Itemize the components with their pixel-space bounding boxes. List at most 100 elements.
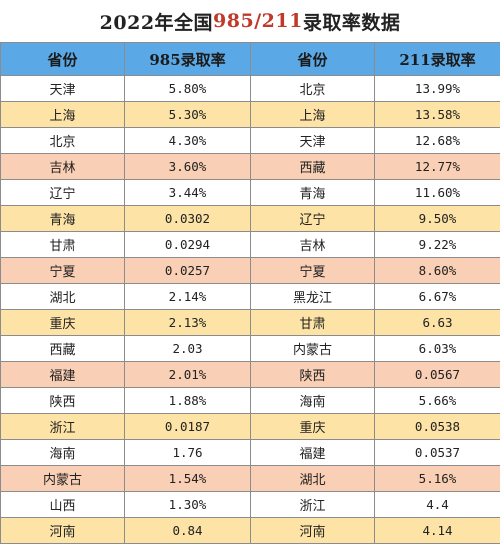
rate-985-cell: 4.30% [124, 127, 251, 154]
rate-211-cell: 0.0538 [374, 413, 500, 440]
table-row: 上海 5.30% 上海 13.58% [0, 101, 500, 128]
rate-985-cell: 1.88% [124, 387, 251, 414]
rate-985-cell: 0.0302 [124, 205, 251, 232]
province-211-cell: 青海 [250, 179, 375, 206]
province-211-cell: 湖北 [250, 465, 375, 492]
rate-211-cell: 12.77% [374, 153, 500, 180]
province-211-cell: 辽宁 [250, 205, 375, 232]
table-row: 吉林 3.60% 西藏 12.77% [0, 153, 500, 180]
province-985-cell: 重庆 [0, 309, 125, 336]
rate-985-cell: 2.03 [124, 335, 251, 362]
rate-211-cell: 4.4 [374, 491, 500, 518]
table-row: 海南 1.76 福建 0.0537 [0, 439, 500, 466]
admission-rate-table: 省份 985录取率 省份 211录取率 天津 5.80% 北京 13.99% 上海 5.3… [0, 42, 500, 544]
header-province-985: 省份 [0, 42, 125, 76]
table-row: 重庆 2.13% 甘肃 6.63 [0, 309, 500, 336]
rate-211-cell: 9.50% [374, 205, 500, 232]
table-row: 甘肃 0.0294 吉林 9.22% [0, 231, 500, 258]
province-211-cell: 内蒙古 [250, 335, 375, 362]
province-985-cell: 浙江 [0, 413, 125, 440]
table-row: 内蒙古 1.54% 湖北 5.16% [0, 465, 500, 492]
rate-211-cell: 5.66% [374, 387, 500, 414]
title-suffix: 录取率数据 [302, 11, 401, 34]
rate-985-cell: 5.80% [124, 75, 251, 102]
table-row: 陕西 1.88% 海南 5.66% [0, 387, 500, 414]
province-985-cell: 辽宁 [0, 179, 125, 206]
page-title: 2022年全国 985/211 录取率数据 [0, 0, 500, 42]
rate-985-cell: 5.30% [124, 101, 251, 128]
province-985-cell: 青海 [0, 205, 125, 232]
rate-985-cell: 0.84 [124, 517, 251, 544]
province-985-cell: 天津 [0, 75, 125, 102]
rate-211-cell: 4.14 [374, 517, 500, 544]
province-985-cell: 宁夏 [0, 257, 125, 284]
province-985-cell: 内蒙古 [0, 465, 125, 492]
table-row: 福建 2.01% 陕西 0.0567 [0, 361, 500, 388]
table-row: 山西 1.30% 浙江 4.4 [0, 491, 500, 518]
rate-211-cell: 13.58% [374, 101, 500, 128]
province-985-cell: 福建 [0, 361, 125, 388]
rate-985-cell: 1.30% [124, 491, 251, 518]
rate-985-cell: 3.60% [124, 153, 251, 180]
province-211-cell: 北京 [250, 75, 375, 102]
rate-985-cell: 0.0294 [124, 231, 251, 258]
table-row: 西藏 2.03 内蒙古 6.03% [0, 335, 500, 362]
province-985-cell: 湖北 [0, 283, 125, 310]
title-prefix: 2022年全国 [99, 11, 214, 34]
rate-211-cell: 0.0537 [374, 439, 500, 466]
rate-985-cell: 1.76 [124, 439, 251, 466]
province-211-cell: 陕西 [250, 361, 375, 388]
province-211-cell: 重庆 [250, 413, 375, 440]
rate-211-cell: 6.03% [374, 335, 500, 362]
province-211-cell: 天津 [250, 127, 375, 154]
header-211-rate: 211录取率 [374, 42, 500, 76]
rate-211-cell: 11.60% [374, 179, 500, 206]
province-211-cell: 吉林 [250, 231, 375, 258]
table-row: 北京 4.30% 天津 12.68% [0, 127, 500, 154]
province-211-cell: 浙江 [250, 491, 375, 518]
rate-985-cell: 0.0257 [124, 257, 251, 284]
province-211-cell: 西藏 [250, 153, 375, 180]
province-211-cell: 福建 [250, 439, 375, 466]
rate-985-cell: 1.54% [124, 465, 251, 492]
rate-985-cell: 2.14% [124, 283, 251, 310]
province-211-cell: 海南 [250, 387, 375, 414]
table-row: 河南 0.84 河南 4.14 [0, 517, 500, 544]
province-211-cell: 甘肃 [250, 309, 375, 336]
province-211-cell: 河南 [250, 517, 375, 544]
rate-985-cell: 0.0187 [124, 413, 251, 440]
rate-211-cell: 5.16% [374, 465, 500, 492]
title-highlight: 985/211 [213, 10, 303, 32]
province-985-cell: 甘肃 [0, 231, 125, 258]
province-985-cell: 北京 [0, 127, 125, 154]
rate-211-cell: 6.67% [374, 283, 500, 310]
province-985-cell: 河南 [0, 517, 125, 544]
rate-985-cell: 2.13% [124, 309, 251, 336]
province-985-cell: 海南 [0, 439, 125, 466]
table-row: 辽宁 3.44% 青海 11.60% [0, 179, 500, 206]
rate-211-cell: 9.22% [374, 231, 500, 258]
table-row: 天津 5.80% 北京 13.99% [0, 75, 500, 102]
province-211-cell: 黑龙江 [250, 283, 375, 310]
province-985-cell: 吉林 [0, 153, 125, 180]
table-header-row: 省份 985录取率 省份 211录取率 [0, 42, 500, 76]
header-province-211: 省份 [250, 42, 375, 76]
rate-211-cell: 13.99% [374, 75, 500, 102]
table-row: 浙江 0.0187 重庆 0.0538 [0, 413, 500, 440]
rate-211-cell: 0.0567 [374, 361, 500, 388]
province-985-cell: 山西 [0, 491, 125, 518]
province-985-cell: 陕西 [0, 387, 125, 414]
rate-985-cell: 2.01% [124, 361, 251, 388]
province-211-cell: 宁夏 [250, 257, 375, 284]
table-row: 湖北 2.14% 黑龙江 6.67% [0, 283, 500, 310]
header-985-rate: 985录取率 [124, 42, 251, 76]
rate-211-cell: 8.60% [374, 257, 500, 284]
rate-211-cell: 6.63 [374, 309, 500, 336]
table-body: 天津 5.80% 北京 13.99% 上海 5.30% 上海 13.58% 北京 4.30% 天津 1… [0, 75, 500, 544]
province-985-cell: 上海 [0, 101, 125, 128]
rate-211-cell: 12.68% [374, 127, 500, 154]
rate-985-cell: 3.44% [124, 179, 251, 206]
table-row: 青海 0.0302 辽宁 9.50% [0, 205, 500, 232]
province-985-cell: 西藏 [0, 335, 125, 362]
province-211-cell: 上海 [250, 101, 375, 128]
